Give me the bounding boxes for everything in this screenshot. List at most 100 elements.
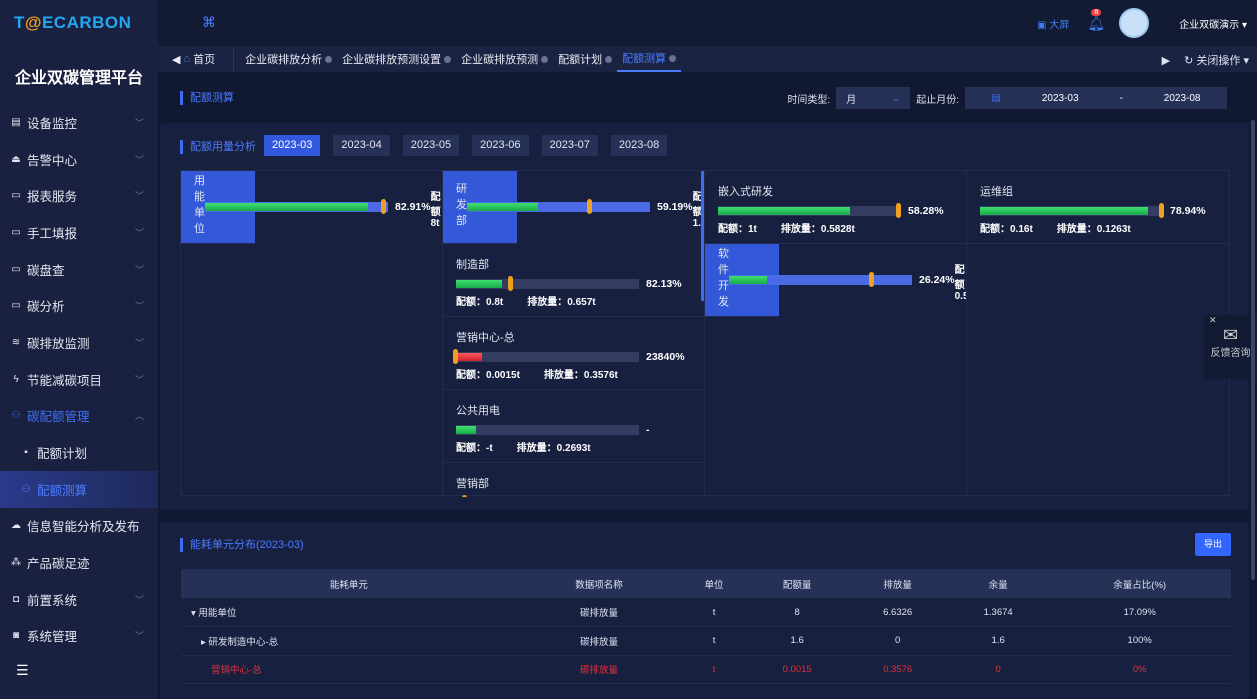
close-operations-button[interactable]: ↻ 关闭操作 ▾ <box>1184 55 1249 67</box>
column-scrollbar[interactable] <box>701 171 704 301</box>
range-label: 起止月份: <box>916 94 959 106</box>
tab-close-icon[interactable] <box>669 54 677 62</box>
tab-close-icon[interactable] <box>605 55 613 63</box>
month-tab[interactable]: 2023-06 <box>472 135 529 156</box>
monitor-icon: ▭ <box>11 263 21 275</box>
tab-next-icon[interactable]: ▶ <box>1161 54 1171 67</box>
usage-title: 配额用量分析 <box>180 140 256 154</box>
emission-value: 排放量：0.1263t <box>1056 224 1131 235</box>
emission-value: 排放量：0.5828t <box>780 224 855 235</box>
avatar[interactable] <box>1119 8 1150 38</box>
sidebar-item[interactable]: ⚇ 配额测算 <box>0 470 158 508</box>
usage-bar <box>453 349 639 364</box>
sidebar-item[interactable]: ◙ 系统管理 ﹀ <box>0 618 158 655</box>
sidebar-item-label: 告警中心 <box>27 153 78 168</box>
month-tab[interactable]: 2023-05 <box>402 135 460 156</box>
sidebar-item[interactable]: ϟ 节能减碳项目 ﹀ <box>0 361 158 398</box>
sidebar-item-label: 碳排放监测 <box>27 336 90 351</box>
sidebar-item[interactable]: ▭ 碳分析 ﹀ <box>0 287 158 324</box>
quota-marker <box>453 349 458 364</box>
page-scrollbar[interactable] <box>1251 120 1255 580</box>
usage-card[interactable]: 营销部 110.27% 配额：排放量： <box>443 463 704 497</box>
tab-close-icon[interactable] <box>444 55 452 63</box>
month-tab[interactable]: 2023-08 <box>610 135 668 156</box>
user-menu[interactable]: 企业双碳演示 ▾ <box>1179 19 1247 31</box>
tab[interactable]: 配额计划 <box>553 46 617 72</box>
chevron-down-icon: ﹀ <box>134 227 144 238</box>
table-cell: 碳排放量 <box>516 626 682 656</box>
quota-value: 配额：0.58t <box>954 265 966 302</box>
bigscreen-label: 大屏 <box>1049 19 1070 31</box>
tab-bar: ◀ ⌂ 首页 企业碳排放分析 企业碳排放预测设置 企业碳排放预测 配额计划 配额测算 ▶… <box>158 46 1257 72</box>
time-type-select[interactable]: 月 ⌄ <box>836 87 911 109</box>
collapse-menu-icon[interactable]: ☰ <box>16 662 29 678</box>
usage-percent: 82.13% <box>646 278 682 290</box>
usage-card[interactable]: 制造部 82.13% 配额：0.8t 排放量：0.657t <box>443 244 704 317</box>
sidebar-item[interactable]: ▪ 配额计划 <box>0 434 158 471</box>
table-row[interactable]: 营销中心-总 碳排放量 t 0.0015 0.3576 0 0% <box>181 655 1231 684</box>
month-tab[interactable]: 2023-03 <box>264 135 321 156</box>
usage-card[interactable]: 运维组 78.94% 配额：0.16t 排放量：0.1263t <box>967 171 1229 244</box>
tab[interactable]: 配额测算 <box>617 46 682 72</box>
sidebar-item[interactable]: ▤ 设备监控 ﹀ <box>0 104 158 141</box>
chevron-down-icon: ﹀ <box>134 374 144 385</box>
month-tab[interactable]: 2023-04 <box>333 135 390 156</box>
sidebar-item[interactable]: ▭ 报表服务 ﹀ <box>0 177 158 214</box>
sidebar-item[interactable]: ⁂ 产品碳足迹 <box>0 544 158 581</box>
table-row[interactable]: ▸ 研发制造中心-总 碳排放量 t 1.6 0 1.6 100% <box>181 626 1231 656</box>
tab-prev-icon[interactable]: ◀ <box>172 53 181 66</box>
caret-down-icon[interactable]: ▾ <box>191 608 196 619</box>
close-icon[interactable]: ✕ <box>1209 315 1217 325</box>
user-name: 企业双碳演示 <box>1179 19 1240 31</box>
sidebar-item-label: 配额计划 <box>37 447 88 462</box>
quota-marker <box>586 199 592 214</box>
apps-icon[interactable]: ⌘ <box>202 14 216 30</box>
month-tab[interactable]: 2023-07 <box>541 135 598 156</box>
sidebar-item[interactable]: ⏏ 告警中心 ﹀ <box>0 141 158 178</box>
sidebar-item-label: 配额测算 <box>37 483 88 498</box>
calendar-icon: ▤ <box>991 92 1001 104</box>
platform-title: 企业双碳管理平台 <box>14 70 143 87</box>
sidebar: T @ ECARBON 企业双碳管理平台 ▤ 设备监控 ﹀ ⏏ 告警中心 ﹀ ▭ 报表服务 ﹀ ▭ 手工… <box>0 0 158 699</box>
quota-marker <box>381 199 387 214</box>
bigscreen-button[interactable]: ▣ 大屏 <box>1037 19 1070 31</box>
usage-bar-fill <box>456 426 477 434</box>
network-icon: ⁂ <box>11 557 21 569</box>
sidebar-item[interactable]: ▭ 碳盘查 ﹀ <box>0 251 158 288</box>
emission-value: 排放量：0.657t <box>527 297 596 308</box>
caret-right-icon[interactable]: ▸ <box>201 636 206 648</box>
tab[interactable]: 企业碳排放预测 <box>456 46 553 72</box>
usage-card[interactable]: 营销中心-总 23840% 配额：0.0015t 排放量：0.3576t <box>443 317 704 390</box>
grid-icon: ▤ <box>11 116 21 128</box>
tab-home[interactable]: ◀ ⌂ 首页 <box>158 46 235 72</box>
sidebar-item[interactable]: ☁ 信息智能分析及发布 <box>0 508 158 545</box>
usage-card[interactable]: 软件开发 26.24% 配额：0.58t排放量：0.1522t <box>705 244 966 317</box>
unit-name: 嵌入式研发 <box>718 186 773 198</box>
tab-close-icon[interactable] <box>325 55 333 63</box>
usage-card[interactable]: 公共用电 - 配额：-t 排放量：0.2693t <box>443 390 704 463</box>
table-row[interactable]: ▾ 用能单位 碳排放量 t 8 6.6326 1.3674 17.09% <box>181 598 1231 627</box>
table-cell: 0% <box>1048 655 1231 684</box>
column-header: 配额量 <box>746 569 848 598</box>
month-range-picker[interactable]: ▤ 2023-03 - 2023-08 <box>965 87 1227 109</box>
sidebar-item[interactable]: ◘ 前置系统 ﹀ <box>0 581 158 618</box>
feedback-widget[interactable]: ✕ ✉ 反馈咨询 <box>1204 315 1257 379</box>
tab-close-icon[interactable] <box>541 55 549 63</box>
sidebar-item[interactable]: ▭ 手工填报 ﹀ <box>0 214 158 251</box>
notification-badge: 8 <box>1091 8 1102 16</box>
range-start[interactable]: 2023-03 <box>1041 92 1079 104</box>
sidebar-item[interactable]: ≋ 碳排放监测 ﹀ <box>0 324 158 361</box>
close-operations-label: 关闭操作 <box>1196 55 1241 67</box>
range-end[interactable]: 2023-08 <box>1163 92 1201 104</box>
usage-card[interactable]: 嵌入式研发 58.28% 配额：1t 排放量：0.5828t <box>705 171 966 244</box>
sidebar-item[interactable]: ⚇ 碳配额管理 ︿ <box>0 398 158 435</box>
export-button[interactable]: 导出 <box>1195 533 1231 556</box>
usage-column: 运维组 78.94% 配额：0.16t 排放量：0.1263t <box>967 171 1229 497</box>
tab[interactable]: 企业碳排放分析 <box>240 46 337 72</box>
bell-icon[interactable]: 🔔︎ 8 <box>1087 8 1106 31</box>
tab[interactable]: 企业碳排放预测设置 <box>337 46 456 72</box>
